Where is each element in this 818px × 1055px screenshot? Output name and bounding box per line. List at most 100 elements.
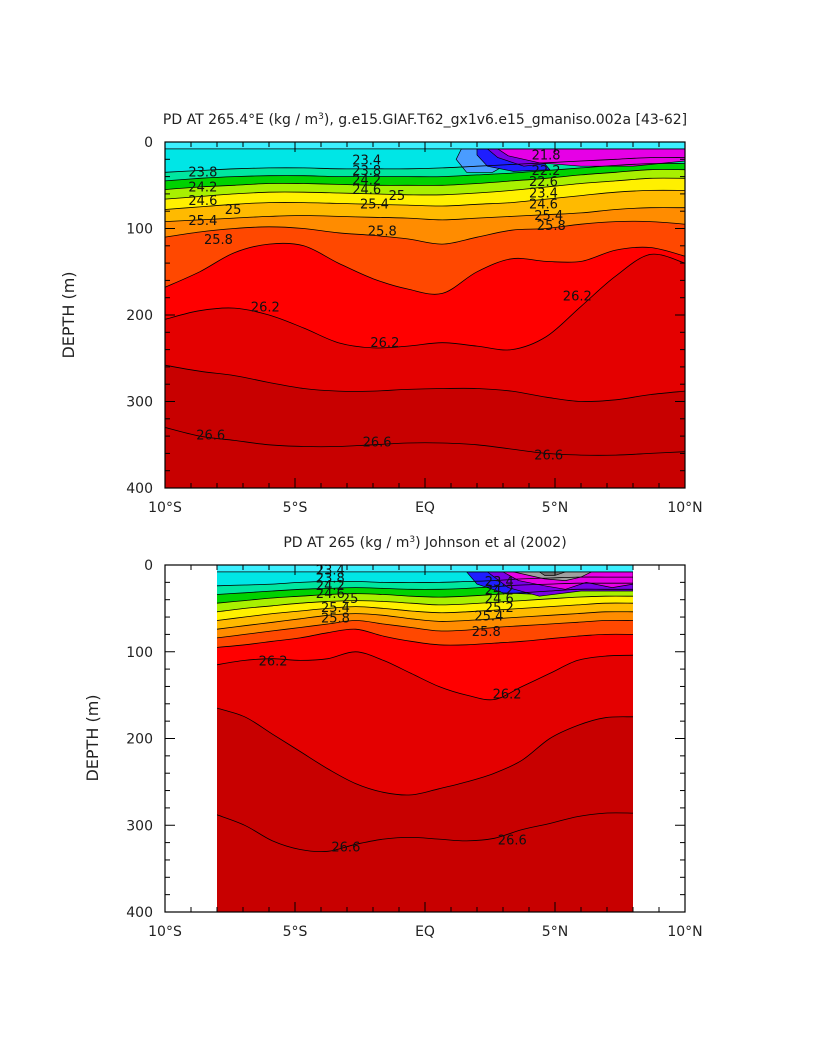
contour-label: 24.6 [352, 183, 381, 198]
contour-label: 25.4 [474, 610, 503, 625]
contour-line [217, 602, 633, 621]
contour-label: 23.8 [188, 166, 217, 181]
contour-label: 26.2 [259, 655, 288, 670]
contour-line [165, 220, 685, 245]
x-tick-label: 5°S [283, 924, 308, 940]
contour-label: 24.2 [316, 579, 345, 594]
contour-label: 23.4 [316, 564, 345, 579]
contour-label: 24.6 [316, 587, 345, 602]
contour-label: 25.2 [485, 601, 514, 616]
contour-label: 23.4 [529, 186, 558, 201]
contour-label: 24.6 [529, 198, 558, 213]
x-tick-label: 5°S [283, 500, 308, 516]
contour-label: 24.2 [352, 173, 381, 188]
contour-line [217, 651, 633, 701]
contour-line [217, 628, 633, 648]
contour-label: 25.8 [368, 224, 397, 239]
bottom-fill-layer [217, 565, 633, 912]
x-tick-label: EQ [415, 924, 435, 940]
bottom-y-axis-label: DEPTH (m) [83, 694, 102, 781]
contour-line [165, 189, 685, 210]
contour-label: 25.4 [188, 214, 217, 229]
contour-line [217, 576, 633, 587]
contour-label: 26.6 [331, 840, 360, 855]
bottom-axes: 10°S 5°S EQ 5°N 10°N 0 100 200 300 400 [126, 558, 702, 940]
contour-line [217, 611, 633, 630]
fill-band [217, 708, 633, 912]
contour-line [165, 163, 685, 182]
contour-line [217, 619, 633, 639]
contour-line [165, 157, 685, 173]
contour-label: 25.4 [360, 198, 389, 213]
contour-label: 22.6 [529, 175, 558, 190]
top-panel-title: PD AT 265.4°E (kg / m3), g.e15.GIAF.T62_… [163, 112, 687, 128]
contour-label: 26.6 [363, 435, 392, 450]
x-tick-label: 5°N [542, 924, 568, 940]
contour-line [217, 707, 633, 796]
x-tick-label: 10°S [148, 500, 182, 516]
contour-label: 24.2 [485, 583, 514, 598]
y-tick-label: 400 [126, 481, 153, 497]
contour-line [217, 812, 633, 853]
contour-line [217, 582, 633, 595]
top-contour-lines [165, 148, 685, 456]
contour-label: 23.4 [352, 153, 381, 168]
contour-line [217, 595, 633, 613]
contour-label: 25 [225, 203, 242, 218]
contour-label: 25.8 [472, 625, 501, 640]
contour-line [165, 177, 685, 200]
contour-label: 25.4 [321, 601, 350, 616]
top-axes: 10°S 5°S EQ 5°N 10°N 0 100 200 300 400 [126, 135, 702, 516]
x-tick-label: 10°N [667, 924, 702, 940]
y-tick-label: 0 [144, 558, 153, 574]
top-contour-labels: 23.824.224.62525.425.826.226.623.423.824… [188, 148, 592, 463]
contour-line [165, 364, 685, 402]
contour-line [217, 588, 633, 604]
contour-label: 24.6 [485, 592, 514, 607]
contour-label: 25.8 [321, 611, 350, 626]
y-tick-label: 100 [126, 645, 153, 661]
contour-label: 23.4 [485, 575, 514, 590]
top-y-axis-label: DEPTH (m) [59, 271, 78, 358]
contour-label: 25.8 [537, 219, 566, 234]
y-tick-label: 200 [126, 732, 153, 748]
contour-label: 25.8 [204, 233, 233, 248]
contour-label: 26.2 [370, 336, 399, 351]
x-tick-label: 10°N [667, 500, 702, 516]
contour-label: 25 [342, 592, 359, 607]
x-tick-label: 5°N [542, 500, 568, 516]
contour-label: 25.4 [534, 209, 563, 224]
contour-label: 26.6 [196, 429, 225, 444]
contour-line [165, 169, 685, 190]
contour-label: 26.2 [563, 289, 592, 304]
top-fill-layer [165, 142, 685, 488]
contour-label: 26.2 [493, 688, 522, 703]
contour-label: 25 [389, 189, 406, 204]
bottom-contour-panel: PD AT 265 (kg / m3) Johnson et al (2002)… [83, 535, 703, 940]
x-tick-label: EQ [415, 500, 435, 516]
bottom-contour-lines [217, 571, 633, 853]
contour-label: 22.2 [532, 164, 561, 179]
y-tick-label: 200 [126, 308, 153, 324]
y-tick-label: 100 [126, 222, 153, 238]
y-tick-label: 300 [126, 395, 153, 411]
y-tick-label: 0 [144, 135, 153, 151]
contour-label: 26.6 [534, 448, 563, 463]
contour-label: 26.2 [251, 301, 280, 316]
contour-label: 24.6 [188, 194, 217, 209]
contour-label: 26.6 [498, 833, 527, 848]
contour-label: 21.8 [532, 148, 561, 163]
bottom-contour-labels: 23.423.824.224.62525.425.826.226.623.424… [259, 564, 527, 856]
contour-label: 23.8 [352, 164, 381, 179]
bottom-panel-title: PD AT 265 (kg / m3) Johnson et al (2002) [283, 535, 566, 551]
contour-label: 23.8 [316, 571, 345, 586]
contour-line [165, 242, 685, 295]
y-tick-label: 300 [126, 818, 153, 834]
contour-line [165, 427, 685, 456]
contour-line [165, 207, 685, 222]
fill-band [165, 365, 685, 488]
y-tick-label: 400 [126, 905, 153, 921]
x-tick-label: 10°S [148, 924, 182, 940]
contour-label: 24.2 [188, 180, 217, 195]
